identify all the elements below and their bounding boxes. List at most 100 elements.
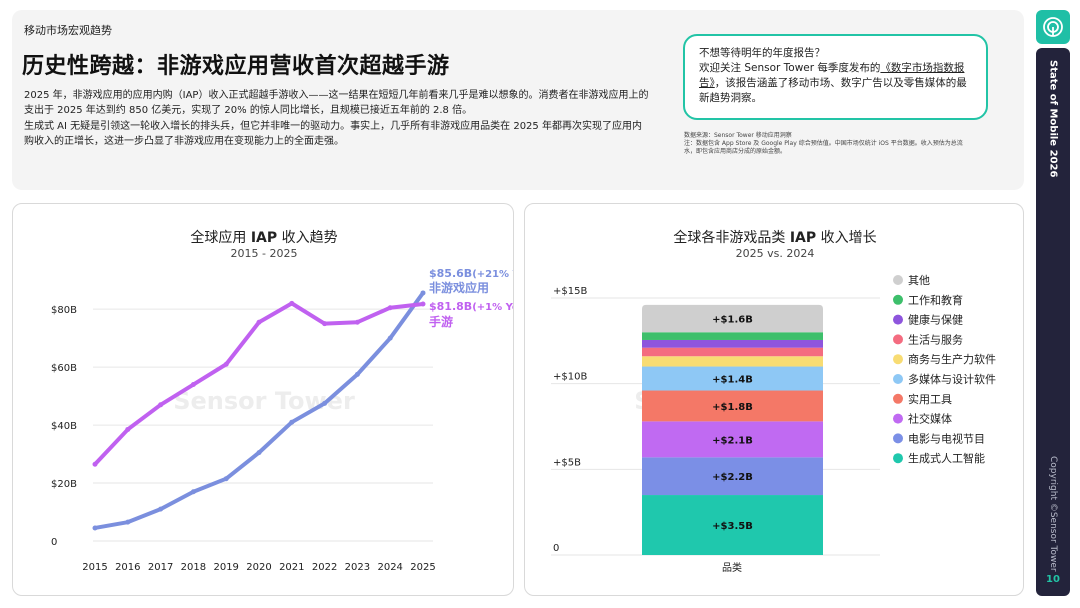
copyright-text: Copyright ©Sensor Tower — [1048, 456, 1058, 572]
legend-swatch — [893, 374, 903, 384]
y-tick-label: +$5B — [553, 457, 581, 468]
stack-segment — [642, 347, 823, 357]
end-label-name: 手游 — [429, 314, 453, 329]
data-point — [420, 290, 426, 296]
segment-value-label: +$1.6B — [712, 315, 753, 326]
legend-label: 多媒体与设计软件 — [908, 372, 996, 386]
intro-paragraph-1: 2025 年，非游戏应用的应用内购（IAP）收入正式超越手游收入——这一结果在短… — [24, 90, 649, 116]
page-title: 历史性跨越：非游戏应用营收首次超越手游 — [22, 54, 450, 79]
x-tick-label: 2015 — [82, 562, 107, 573]
intro-paragraph-2: 生成式 AI 无疑是引领这一轮收入增长的排头兵，但它并非唯一的驱动力。事实上，几… — [24, 121, 642, 147]
category-iap-growth-chart: 全球各非游戏品类 IAP 收入增长 2025 vs. 2024 Sensor T… — [551, 229, 996, 574]
legend-label: 实用工具 — [908, 392, 952, 406]
promo-body: 欢迎关注 Sensor Tower 每季度发布的《数字市场指数报告》，该报告涵盖… — [699, 61, 972, 106]
legend-swatch — [893, 433, 903, 444]
data-source-note: 注：数据包含 App Store 及 Google Play 综合预估值。中国市… — [684, 140, 963, 155]
legend-swatch — [893, 453, 903, 464]
data-point — [125, 426, 131, 432]
data-point — [322, 400, 328, 406]
legend-label: 电影与电视节目 — [908, 431, 985, 445]
data-point — [92, 525, 98, 531]
data-point — [158, 506, 164, 512]
legend-swatch — [893, 354, 903, 365]
stack-segment — [642, 304, 823, 333]
stack-segment — [642, 366, 823, 391]
bar-chart-subtitle: 2025 vs. 2024 — [736, 247, 815, 260]
x-tick-label: 2025 — [410, 562, 435, 573]
y-tick-label: 0 — [553, 543, 559, 554]
x-tick-label: 2023 — [345, 562, 370, 573]
data-point — [223, 476, 229, 482]
data-point — [289, 419, 295, 425]
legend-label: 生成式人工智能 — [908, 451, 985, 465]
x-tick-label: 2024 — [377, 562, 402, 573]
report-title-vertical: State of Mobile 2026 — [1047, 60, 1059, 178]
x-tick-label: 2020 — [246, 562, 271, 573]
data-point — [420, 301, 426, 307]
sensor-tower-logo-icon[interactable] — [1036, 10, 1070, 44]
legend-label: 商务与生产力软件 — [908, 352, 996, 366]
data-point — [256, 450, 262, 456]
iap-revenue-trend-card: 全球应用 IAP 收入趋势 2015 - 2025 Sensor Tower 0… — [12, 203, 514, 596]
report-sidebar — [1036, 48, 1070, 596]
end-label-name: 非游戏应用 — [429, 280, 489, 295]
promo-text-post: ，该报告涵盖了移动市场、数字广告以及零售媒体的最新趋势洞察。 — [699, 77, 967, 104]
iap-revenue-trend-chart: 全球应用 IAP 收入趋势 2015 - 2025 Sensor Tower 0… — [51, 229, 514, 573]
data-point — [387, 335, 393, 341]
legend-label: 健康与保健 — [908, 313, 963, 327]
legend-swatch — [893, 413, 903, 424]
stack-segment — [642, 457, 823, 496]
data-point — [223, 361, 229, 367]
data-point — [387, 305, 393, 311]
bar-chart-title: 全球各非游戏品类 IAP 收入增长 — [673, 229, 876, 246]
x-tick-label: 2021 — [279, 562, 304, 573]
segment-value-label: +$2.1B — [712, 435, 753, 446]
line-chart-title: 全球应用 IAP 收入趋势 — [190, 229, 337, 246]
legend-swatch — [893, 393, 903, 404]
y-tick-label: $60B — [51, 363, 77, 374]
stack-segment — [642, 339, 823, 348]
legend-label: 社交媒体 — [908, 412, 952, 426]
x-tick-label: 2019 — [213, 562, 238, 573]
stack-segment — [642, 332, 823, 340]
data-point — [322, 321, 328, 327]
data-point — [190, 382, 196, 388]
data-point — [158, 402, 164, 408]
category-iap-growth-card: 全球各非游戏品类 IAP 收入增长 2025 vs. 2024 Sensor T… — [524, 203, 1024, 596]
end-label-value: $85.6B(+21% YoY) — [429, 267, 514, 280]
legend-label: 其他 — [908, 274, 930, 287]
data-point — [354, 371, 360, 377]
legend-label: 工作和教育 — [908, 293, 963, 307]
bar-x-axis-label: 品类 — [722, 561, 742, 574]
y-tick-label: +$10B — [553, 372, 587, 383]
section-label: 移动市场宏观趋势 — [24, 24, 112, 37]
end-label-value: $81.8B(+1% YoY) — [429, 300, 514, 313]
legend-swatch — [893, 314, 903, 325]
segment-value-label: +$3.5B — [712, 521, 753, 532]
x-tick-label: 2022 — [312, 562, 337, 573]
legend-label: 生活与服务 — [908, 332, 963, 346]
legend-swatch — [893, 334, 903, 345]
x-tick-label: 2016 — [115, 562, 140, 573]
data-point — [256, 319, 262, 325]
promo-text-pre: 欢迎关注 Sensor Tower 每季度发布的 — [699, 62, 881, 74]
y-tick-label: $20B — [51, 479, 77, 490]
series-line — [93, 301, 425, 467]
line-chart-subtitle: 2015 - 2025 — [231, 247, 298, 260]
legend-swatch — [893, 294, 903, 305]
data-point — [190, 489, 196, 495]
data-point — [354, 319, 360, 325]
digital-market-index-link[interactable]: 《数字市场指数报告》 — [699, 62, 965, 89]
segment-value-label: +$1.4B — [712, 375, 753, 386]
stack-segment — [642, 390, 823, 422]
y-tick-label: $40B — [51, 421, 77, 432]
data-point — [289, 300, 295, 306]
promo-heading: 不想等待明年的年度报告？ — [699, 47, 825, 59]
stack-segment — [642, 356, 823, 367]
stack-segment — [642, 421, 823, 458]
x-tick-label: 2017 — [148, 562, 173, 573]
segment-value-label: +$2.2B — [712, 472, 753, 483]
y-tick-label: +$15B — [553, 286, 587, 297]
data-source: 数据来源：Sensor Tower 移动应用洞察 — [684, 132, 792, 139]
